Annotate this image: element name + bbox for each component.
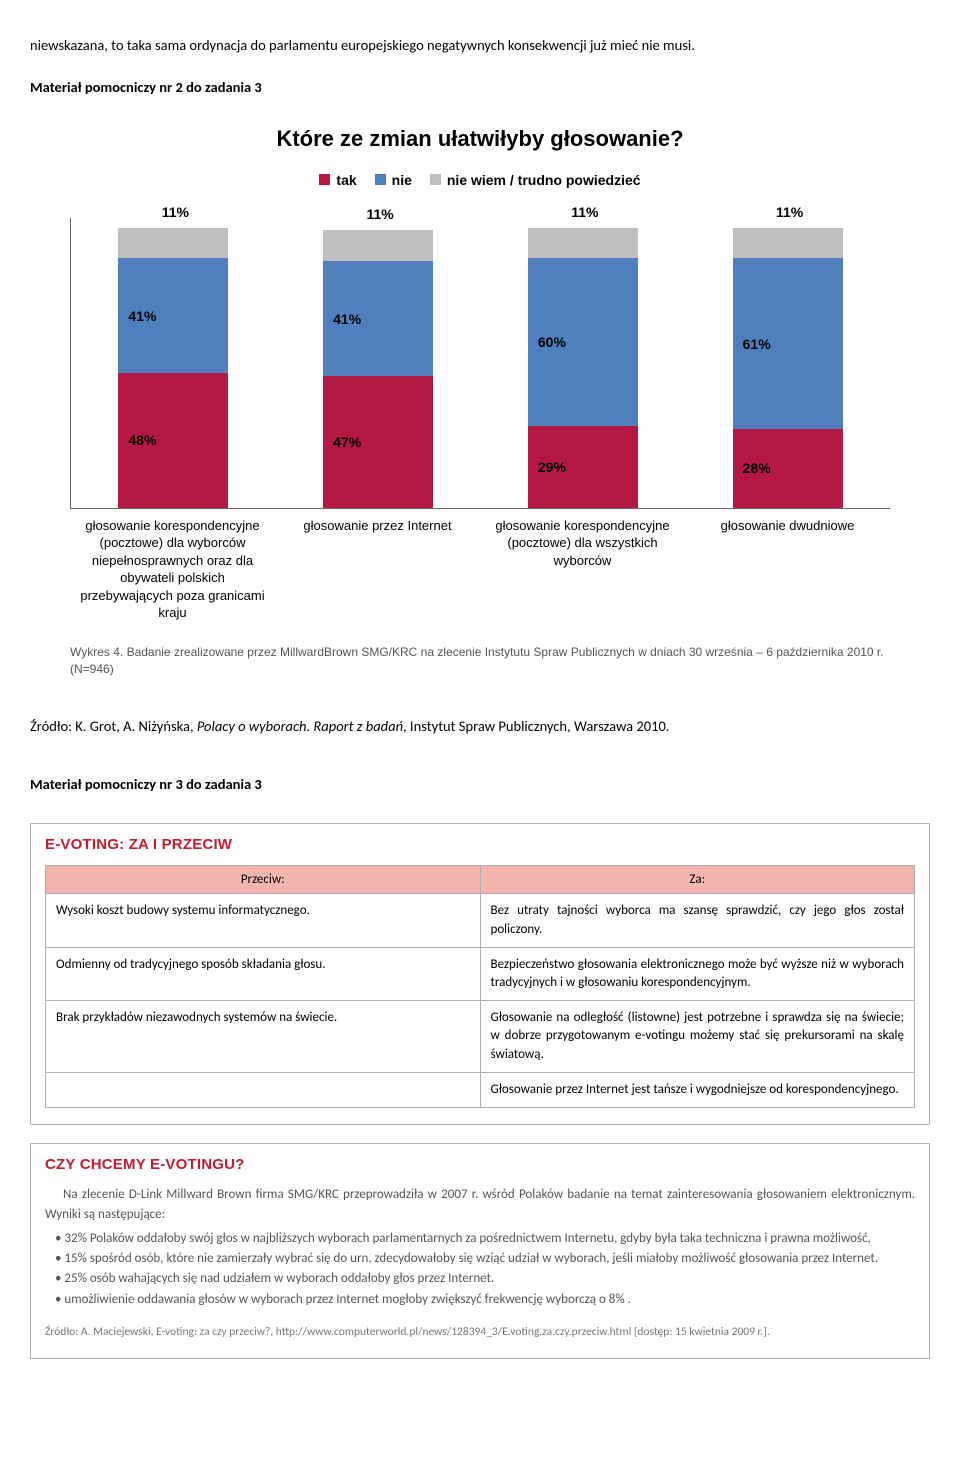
legend-swatch-nie bbox=[375, 174, 386, 185]
bar-seg-tak: 28% bbox=[733, 429, 843, 507]
evoting-body: Na zlecenie D-Link Millward Brown firma … bbox=[45, 1185, 915, 1342]
bar-value-dk: 11% bbox=[530, 204, 640, 220]
legend-label-tak: tak bbox=[336, 172, 356, 188]
cell-przeciw: Brak przykładów niezawodnych systemów na… bbox=[46, 1001, 481, 1073]
bar-seg-dk bbox=[323, 230, 433, 261]
cell-przeciw: Odmienny od tradycyjnego sposób składani… bbox=[46, 947, 481, 1000]
bar-seg-dk bbox=[118, 228, 228, 259]
evoting-bullets: 32% Polaków oddałoby swój głos w najbliż… bbox=[45, 1229, 915, 1310]
bar-col: 11%61%28% bbox=[733, 228, 843, 508]
table-row: Głosowanie przez Internet jest tańsze i … bbox=[46, 1072, 915, 1107]
evoting-header-za: Za: bbox=[480, 866, 915, 894]
chart-x-labels: głosowanie korespondencyjne (pocztowe) d… bbox=[70, 517, 890, 622]
bar-seg-tak: 48% bbox=[118, 373, 228, 507]
cell-za: Głosowanie przez Internet jest tańsze i … bbox=[480, 1072, 915, 1107]
bar-value-dk: 11% bbox=[120, 204, 230, 220]
cell-za: Bezpieczeństwo głosowania elektroniczneg… bbox=[480, 947, 915, 1000]
evoting-para1: Na zlecenie D-Link Millward Brown firma … bbox=[45, 1185, 915, 1225]
chart-title: Które ze zmian ułatwiłyby głosowanie? bbox=[30, 126, 930, 152]
bar-category-label: głosowanie korespondencyjne (pocztowe) d… bbox=[488, 517, 678, 622]
legend-label-nie: nie bbox=[392, 172, 412, 188]
evoting-header-przeciw: Przeciw: bbox=[46, 866, 481, 894]
bar-seg-nie: 60% bbox=[528, 258, 638, 426]
bar-value-dk: 11% bbox=[735, 204, 845, 220]
section-title-2: Materiał pomocniczy nr 2 do zadania 3 bbox=[30, 78, 930, 96]
bar-col: 11%60%29% bbox=[528, 228, 638, 508]
legend-swatch-tak bbox=[319, 174, 330, 185]
legend-label-dk: nie wiem / trudno powiedzieć bbox=[447, 172, 641, 188]
evoting-title-2: CZY CHCEMY E-VOTINGU? bbox=[45, 1156, 915, 1173]
list-item: 15% spośród osób, które nie zamierzały w… bbox=[55, 1249, 915, 1269]
list-item: umożliwienie oddawania głosów w wyborach… bbox=[55, 1290, 915, 1310]
bar-seg-nie: 41% bbox=[323, 261, 433, 376]
section-title-3: Materiał pomocniczy nr 3 do zadania 3 bbox=[30, 775, 930, 793]
list-item: 25% osób wahających się nad udziałem w w… bbox=[55, 1269, 915, 1289]
bar-seg-nie: 61% bbox=[733, 258, 843, 429]
bar-value-dk: 11% bbox=[325, 206, 435, 222]
cell-przeciw bbox=[46, 1072, 481, 1107]
chart-legend: tak nie nie wiem / trudno powiedzieć bbox=[30, 172, 930, 188]
chart-plot-area: 11%41%48% 11%41%47% 11%60%29% 11%61%28% bbox=[70, 218, 890, 509]
bar-category-label: głosowanie przez Internet bbox=[283, 517, 473, 622]
legend-item-nie: nie bbox=[375, 172, 412, 188]
table-row: Odmienny od tradycyjnego sposób składani… bbox=[46, 947, 915, 1000]
bar-seg-dk bbox=[733, 228, 843, 259]
evoting-title-1: E-VOTING: ZA I PRZECIW bbox=[45, 836, 915, 853]
bar-category-label: głosowanie dwudniowe bbox=[693, 517, 883, 622]
bar-seg-tak: 47% bbox=[323, 376, 433, 508]
table-row: Wysoki koszt budowy systemu informatyczn… bbox=[46, 894, 915, 947]
cell-za: Bez utraty tajności wyborca ma szansę sp… bbox=[480, 894, 915, 947]
list-item: 32% Polaków oddałoby swój głos w najbliż… bbox=[55, 1229, 915, 1249]
cell-za: Głosowanie na odległość (listowne) jest … bbox=[480, 1001, 915, 1073]
bar-category-label: głosowanie korespondencyjne (pocztowe) d… bbox=[78, 517, 268, 622]
evoting-box-2: CZY CHCEMY E-VOTINGU? Na zlecenie D-Link… bbox=[30, 1143, 930, 1359]
intro-text: niewskazana, to taka sama ordynacja do p… bbox=[30, 35, 930, 56]
legend-item-dk: nie wiem / trudno powiedzieć bbox=[430, 172, 641, 188]
bar-col: 11%41%47% bbox=[323, 230, 433, 507]
bar-seg-nie: 41% bbox=[118, 258, 228, 373]
bar-seg-tak: 29% bbox=[528, 426, 638, 507]
chart-region: Które ze zmian ułatwiłyby głosowanie? ta… bbox=[30, 126, 930, 678]
evoting-source: Źródło: A. Maciejewski, E-voting: za czy… bbox=[45, 1324, 915, 1342]
legend-item-tak: tak bbox=[319, 172, 356, 188]
bar-col: 11%41%48% bbox=[118, 228, 228, 508]
evoting-table: Przeciw: Za: Wysoki koszt budowy systemu… bbox=[45, 865, 915, 1108]
source-2-text: Źródło: K. Grot, A. Niżyńska, Polacy o w… bbox=[30, 717, 930, 735]
legend-swatch-dk bbox=[430, 174, 441, 185]
bar-seg-dk bbox=[528, 228, 638, 259]
cell-przeciw: Wysoki koszt budowy systemu informatyczn… bbox=[46, 894, 481, 947]
evoting-box-1: E-VOTING: ZA I PRZECIW Przeciw: Za: Wyso… bbox=[30, 823, 930, 1125]
table-row: Brak przykładów niezawodnych systemów na… bbox=[46, 1001, 915, 1073]
chart-caption: Wykres 4. Badanie zrealizowane przez Mil… bbox=[70, 644, 890, 678]
